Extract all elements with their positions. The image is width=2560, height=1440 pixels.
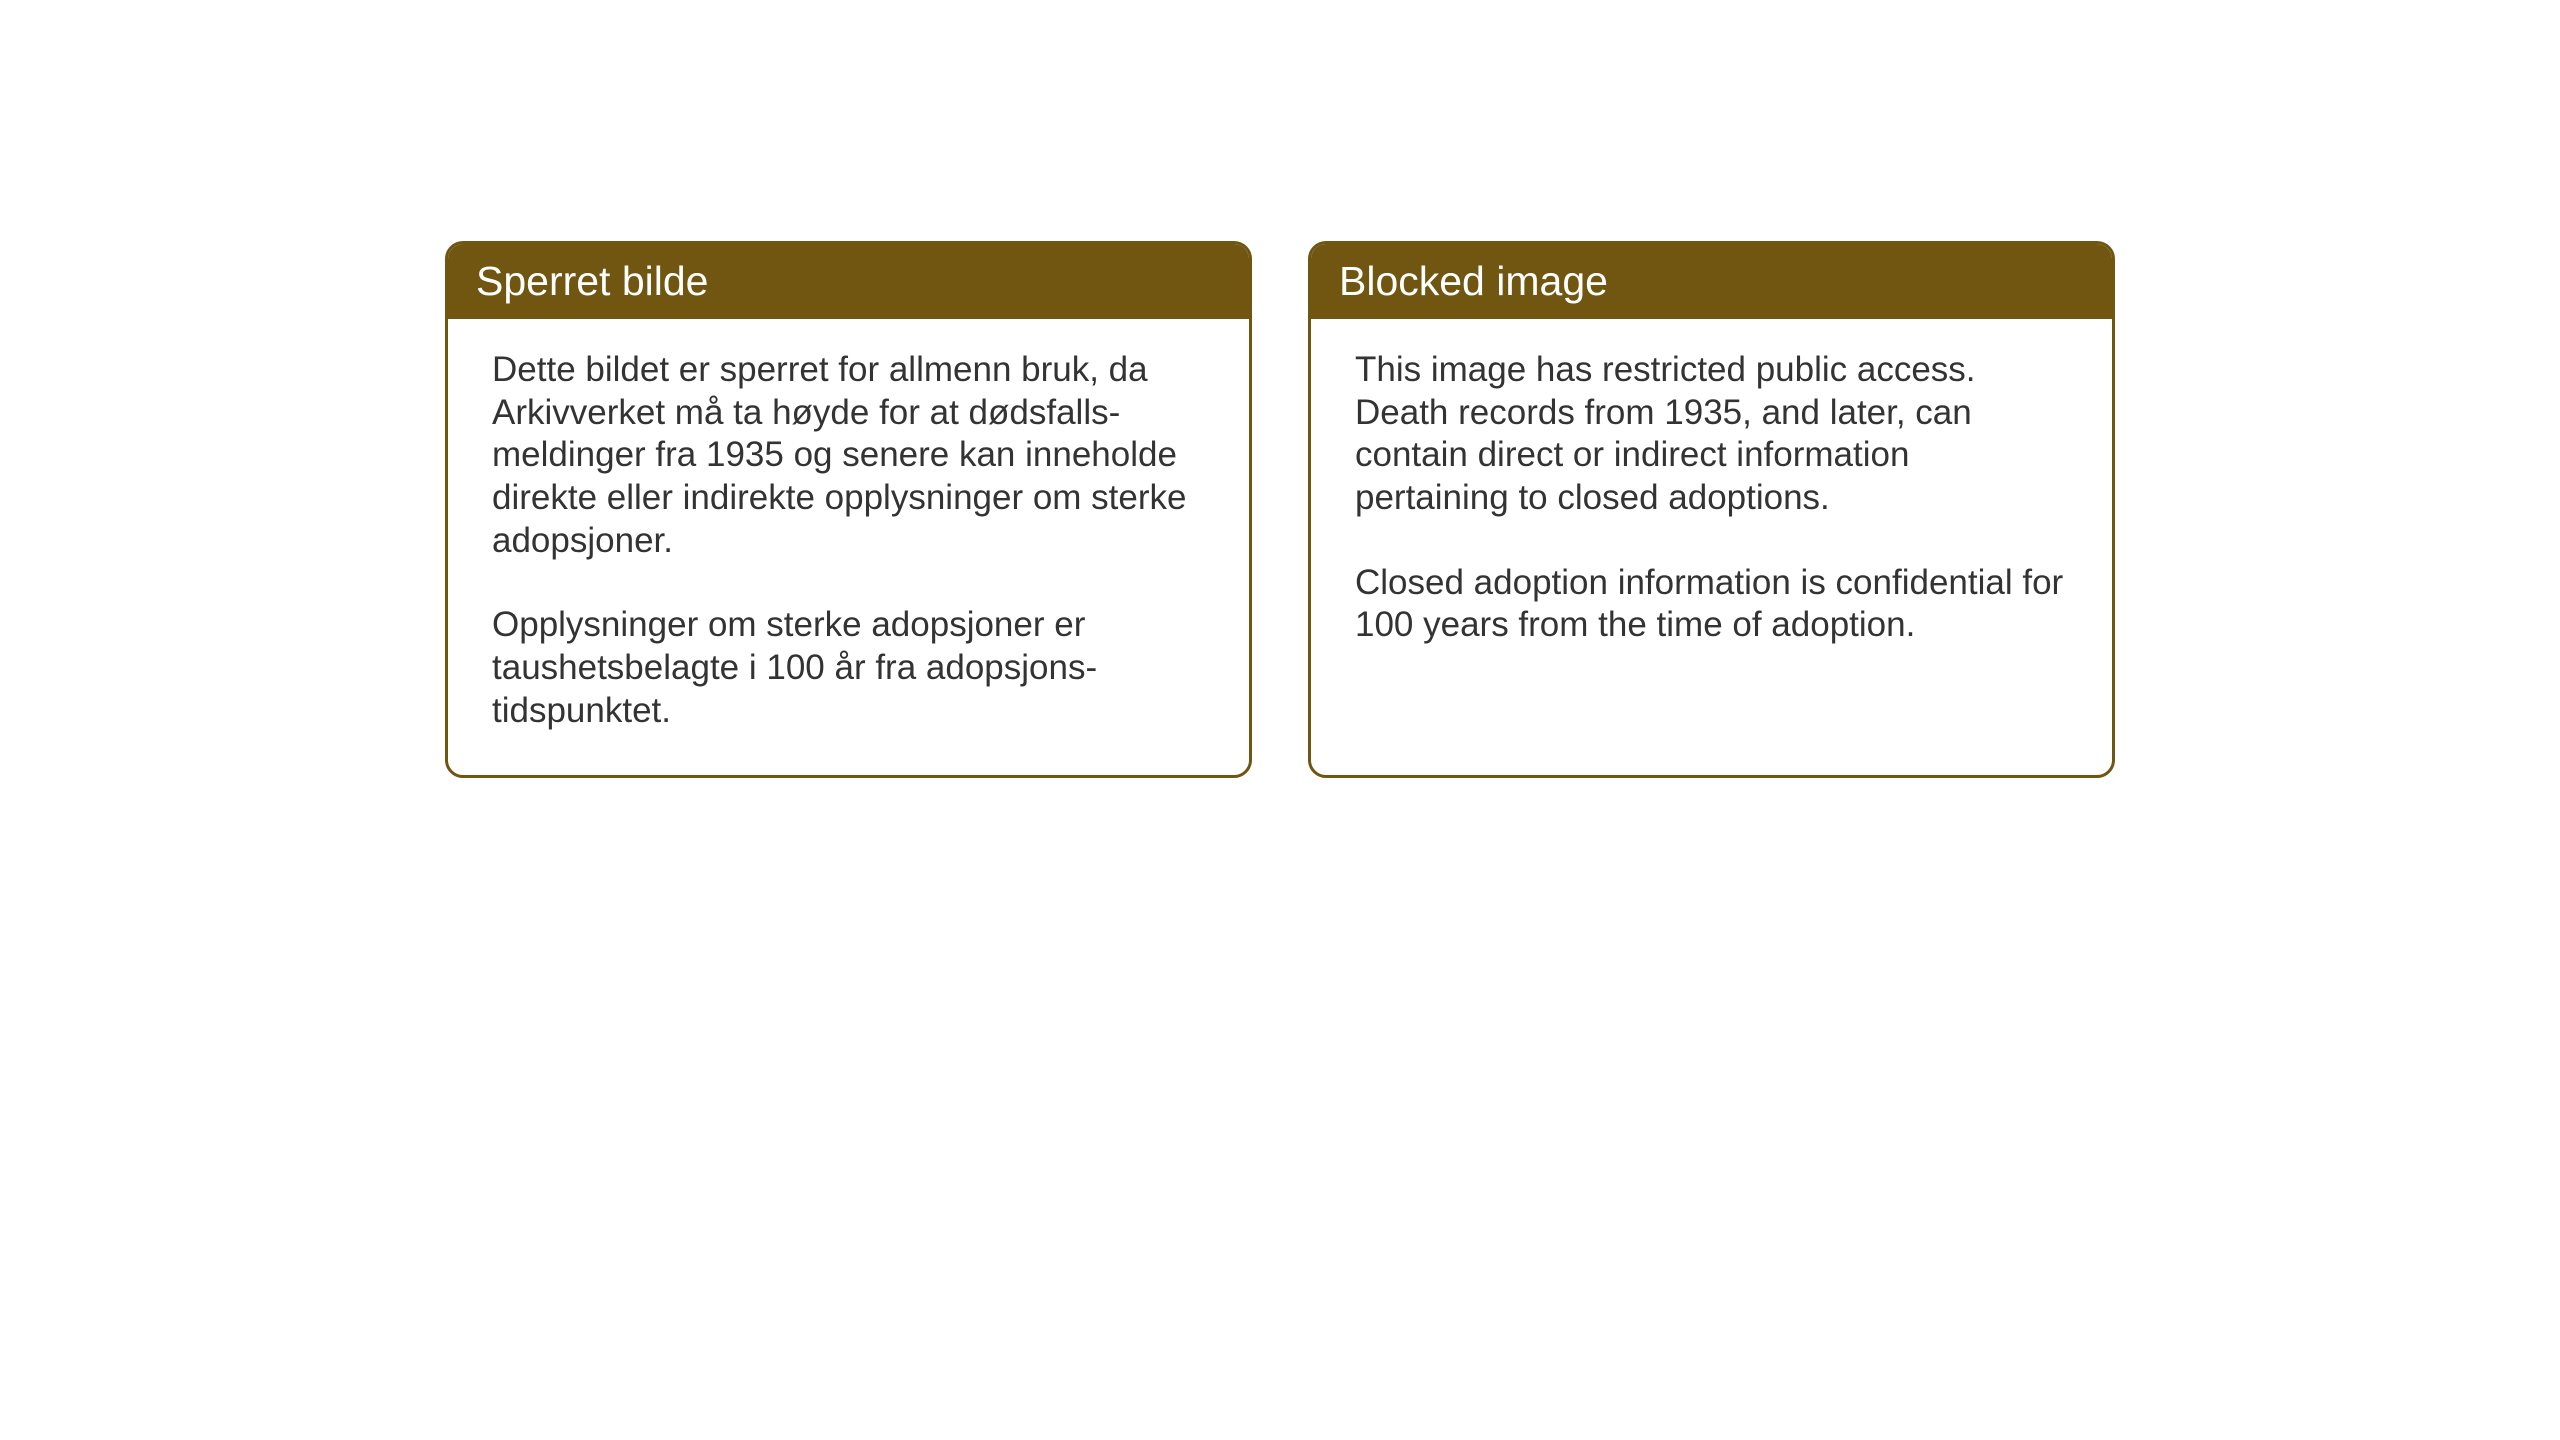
english-paragraph-1: This image has restricted public access.… [1355,349,2068,520]
norwegian-paragraph-2: Opplysninger om sterke adopsjoner er tau… [492,604,1205,732]
english-card-title: Blocked image [1311,244,2112,319]
norwegian-card-body: Dette bildet er sperret for allmenn bruk… [448,319,1249,775]
english-paragraph-2: Closed adoption information is confident… [1355,562,2068,647]
norwegian-paragraph-1: Dette bildet er sperret for allmenn bruk… [492,349,1205,562]
norwegian-notice-card: Sperret bilde Dette bildet er sperret fo… [445,241,1252,778]
notice-container: Sperret bilde Dette bildet er sperret fo… [445,241,2115,778]
norwegian-card-title: Sperret bilde [448,244,1249,319]
english-notice-card: Blocked image This image has restricted … [1308,241,2115,778]
english-card-body: This image has restricted public access.… [1311,319,2112,689]
